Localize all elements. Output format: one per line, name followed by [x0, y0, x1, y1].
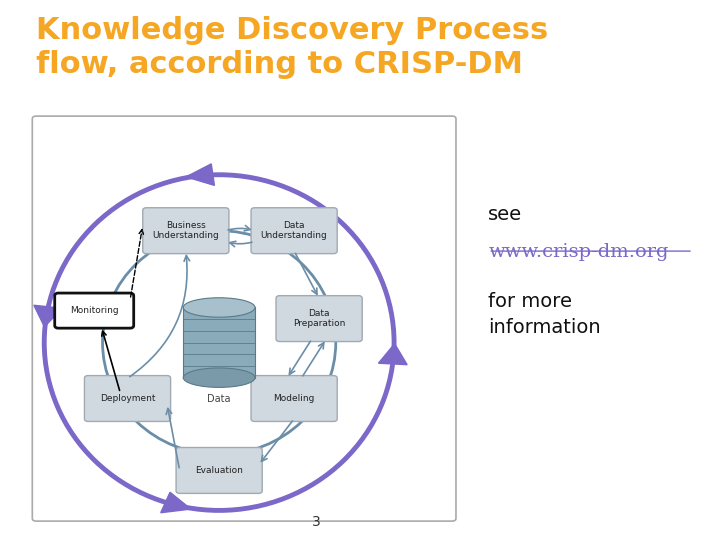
Ellipse shape — [184, 368, 255, 387]
FancyBboxPatch shape — [251, 376, 337, 421]
Text: Business
Understanding: Business Understanding — [153, 221, 219, 240]
Text: Monitoring: Monitoring — [70, 306, 119, 315]
FancyBboxPatch shape — [55, 293, 134, 328]
Text: for more
information: for more information — [488, 292, 601, 337]
FancyBboxPatch shape — [84, 376, 171, 421]
FancyBboxPatch shape — [143, 208, 229, 254]
Text: www.crisp-dm.org: www.crisp-dm.org — [488, 243, 669, 261]
Polygon shape — [161, 492, 191, 512]
Ellipse shape — [184, 298, 255, 317]
Polygon shape — [186, 164, 215, 185]
Text: Data: Data — [207, 394, 231, 404]
Text: Knowledge Discovery Process
flow, according to CRISP-DM: Knowledge Discovery Process flow, accord… — [36, 16, 548, 79]
FancyBboxPatch shape — [251, 208, 337, 254]
FancyBboxPatch shape — [32, 116, 456, 521]
Text: Modeling: Modeling — [274, 394, 315, 403]
Text: Deployment: Deployment — [100, 394, 156, 403]
FancyBboxPatch shape — [184, 307, 255, 377]
Text: Data
Preparation: Data Preparation — [293, 309, 346, 328]
Polygon shape — [34, 305, 63, 327]
Text: see: see — [488, 205, 523, 224]
Polygon shape — [379, 344, 407, 365]
FancyBboxPatch shape — [276, 296, 362, 342]
Text: Evaluation: Evaluation — [195, 466, 243, 475]
Text: Data
Understanding: Data Understanding — [261, 221, 328, 240]
Text: 3: 3 — [312, 515, 320, 529]
FancyBboxPatch shape — [176, 448, 262, 494]
